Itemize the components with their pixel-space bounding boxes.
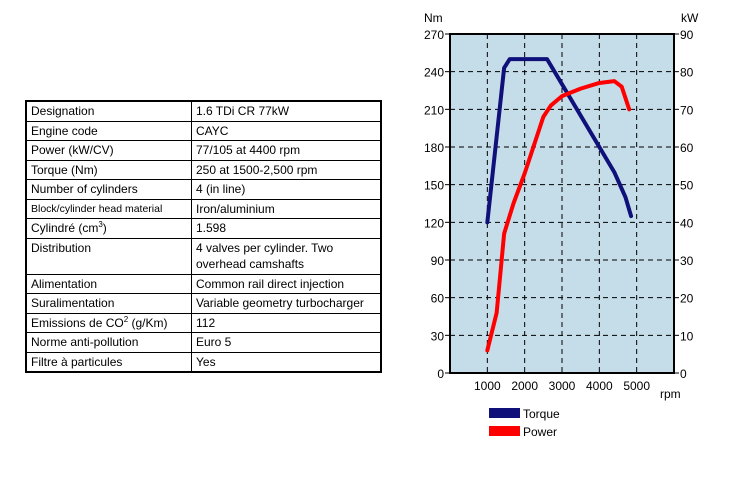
spec-label: Distribution (25, 237, 192, 275)
spec-label: Filtre à particules (25, 351, 192, 373)
spec-value: Yes (191, 351, 382, 373)
y-tick-label-left: 60 (431, 292, 445, 306)
y-tick-label-right: 20 (680, 292, 694, 306)
spec-value: 77/105 at 4400 rpm (191, 140, 382, 161)
spec-label: Power (kW/CV) (25, 140, 192, 161)
spec-row: Block/cylinder head material Iron/alumini… (25, 198, 382, 219)
x-tick-label: 3000 (549, 379, 576, 393)
y-tick-label-right: 90 (680, 28, 694, 42)
spec-value: 1.6 TDi CR 77kW (191, 100, 382, 122)
spec-row: Number of cylinders 4 (in line) (25, 179, 382, 200)
y-tick-label-right: 70 (680, 103, 694, 117)
x-tick-label: 1000 (474, 379, 501, 393)
y-tick-label-left: 240 (424, 66, 444, 80)
spec-value: 4 valves per cylinder. Two overhead cams… (191, 237, 382, 275)
spec-row: Norme anti-pollution Euro 5 (25, 332, 382, 353)
y-tick-label-right: 50 (680, 179, 694, 193)
y-tick-label-left: 180 (424, 141, 444, 155)
y-tick-label-right: 40 (680, 216, 694, 230)
y-axis-label-left: Nm (424, 11, 443, 25)
y-tick-label-left: 0 (437, 367, 444, 381)
legend-swatch-power (489, 426, 520, 436)
spec-label: Designation (25, 100, 192, 122)
x-tick-label: 5000 (623, 379, 650, 393)
y-tick-label-right: 80 (680, 66, 694, 80)
series-line-torque (485, 57, 634, 225)
y-tick-label-left: 210 (424, 103, 444, 117)
spec-row: Filtre à particules Yes (25, 351, 382, 373)
spec-value: 4 (in line) (191, 179, 382, 200)
engine-specs-table: Designation 1.6 TDi CR 77kW Engine code CAY… (25, 100, 382, 373)
x-tick-label: 2000 (511, 379, 538, 393)
y-tick-label-left: 30 (431, 329, 445, 343)
y-tick-label-left: 120 (424, 216, 444, 230)
spec-row: Distribution 4 valves per cylinder. Two o… (25, 237, 382, 275)
spec-row: Alimentation Common rail direct injection (25, 273, 382, 294)
y-axis-label-right: kW (681, 11, 699, 25)
legend-swatch-torque (489, 408, 520, 418)
x-tick-label: 4000 (586, 379, 613, 393)
spec-label: Block/cylinder head material (25, 198, 192, 219)
spec-row: Engine code CAYC (25, 120, 382, 141)
spec-value: Euro 5 (191, 332, 382, 353)
y-tick-label-right: 10 (680, 329, 694, 343)
y-tick-label-left: 270 (424, 28, 444, 42)
legend-label-torque: Torque (523, 407, 560, 421)
spec-row: Power (kW/CV) 77/105 at 4400 rpm (25, 140, 382, 161)
y-tick-label-right: 0 (680, 367, 687, 381)
spec-label: Suralimentation (25, 293, 192, 314)
y-tick-label-left: 90 (431, 254, 445, 268)
series-line-power (485, 79, 632, 353)
legend-label-power: Power (523, 425, 557, 439)
spec-row: Designation 1.6 TDi CR 77kW (25, 100, 382, 122)
spec-row: Suralimentation Variable geometry turboch… (25, 293, 382, 314)
spec-value: 250 at 1500-2,500 rpm (191, 159, 382, 180)
plot-frame (449, 33, 675, 374)
spec-value: Variable geometry turbocharger (191, 293, 382, 314)
y-tick-label-right: 60 (680, 141, 694, 155)
y-tick-label-left: 150 (424, 179, 444, 193)
spec-label: Cylindré (cm3) (25, 218, 192, 239)
x-axis-label: rpm (660, 387, 681, 401)
spec-row: Cylindré (cm3) 1.598 (25, 218, 382, 239)
y-tick-label-right: 30 (680, 254, 694, 268)
